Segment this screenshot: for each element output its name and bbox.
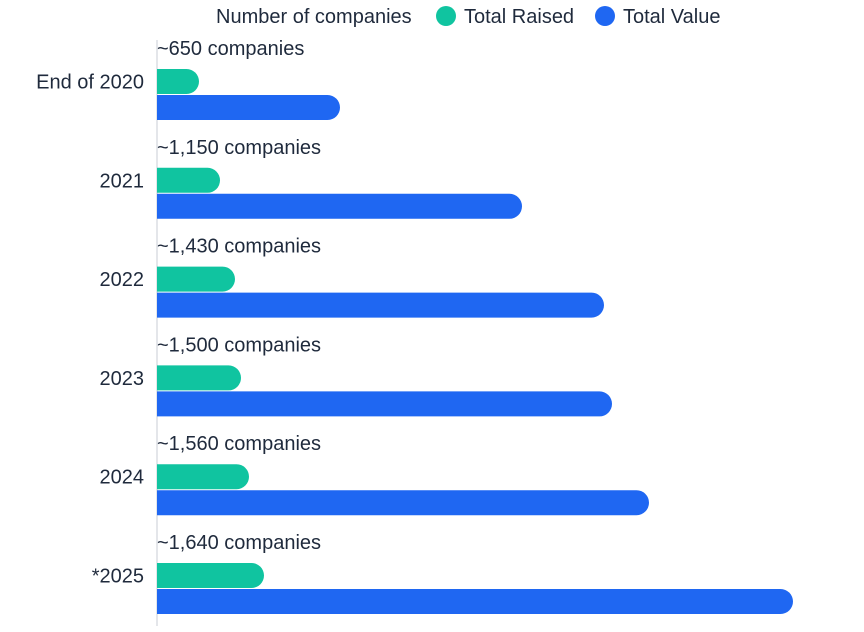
category-label: *2025 [92,566,144,588]
legend-swatch-total-value [595,6,615,26]
category-label: 2023 [100,368,145,390]
bar-total-raised-2025 [157,563,264,588]
bar-total-value-2023 [157,391,612,417]
legend-title: Number of companies [216,6,412,28]
category-label: 2022 [100,269,145,291]
annotation-label: ~650 companies [157,38,304,60]
category-label: 2021 [100,170,145,192]
annotation-label: ~1,640 companies [157,532,321,554]
bar-total-value-2021 [157,193,522,219]
annotation-label: ~1,560 companies [157,433,321,455]
bars-group: ~650 companies End of 2020 ~1,150 companie… [36,38,793,614]
bar-total-raised-2022 [157,266,235,292]
annotation-label: ~1,500 companies [157,334,321,356]
bar-total-value-end-of-2020 [157,95,340,120]
legend-swatch-total-raised [436,6,456,26]
legend: Number of companies Total Raised Total V… [216,6,720,28]
category-label: End of 2020 [36,72,144,94]
bar-total-value-2024 [157,490,649,516]
legend-label-total-value: Total Value [623,6,720,28]
bar-total-raised-2021 [157,167,220,193]
bar-total-value-2022 [157,292,604,318]
annotation-label: ~1,150 companies [157,137,321,159]
category-label: 2024 [100,467,145,489]
bar-total-value-2025 [157,589,793,614]
legend-label-total-raised: Total Raised [464,6,574,28]
bar-total-raised-2023 [157,365,241,391]
annotation-label: ~1,430 companies [157,236,321,258]
bar-total-raised-2024 [157,464,249,490]
bar-total-raised-end-of-2020 [157,69,199,94]
